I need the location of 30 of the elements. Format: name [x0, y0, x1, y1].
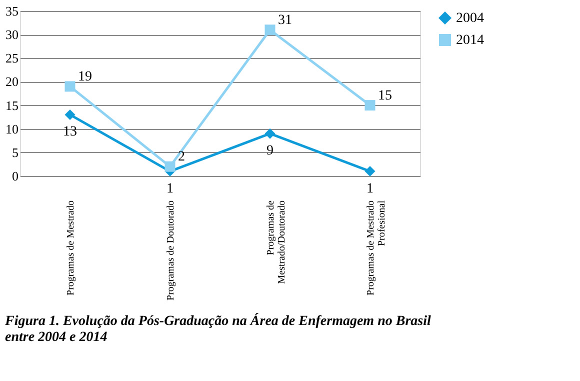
- data-label: 2: [178, 150, 185, 165]
- point: [364, 100, 376, 111]
- legend-label: 2014: [456, 33, 484, 48]
- data-label: 9: [266, 144, 274, 159]
- x-tick-label: Programas de Doutorado: [166, 200, 176, 300]
- y-tick-label: 30: [6, 27, 18, 42]
- y-tick-label: 10: [6, 121, 18, 136]
- legend-label: 2004: [456, 11, 484, 26]
- y-tick-label: 25: [6, 50, 18, 66]
- y-tick-label: 5: [12, 144, 18, 160]
- data-label: 1: [166, 181, 174, 196]
- data-label: 19: [78, 69, 92, 84]
- point: [264, 24, 276, 36]
- point: [264, 128, 276, 139]
- y-tick-label: 0: [12, 168, 18, 184]
- point: [164, 161, 176, 172]
- y-tick-label: 20: [6, 74, 18, 90]
- data-label: 31: [278, 12, 292, 28]
- y-tick-label: 15: [6, 98, 18, 113]
- x-tick-label: Programas de Mestrado/Doutorado: [266, 200, 288, 284]
- y-tick-label: 35: [6, 4, 18, 18]
- data-label: 15: [378, 88, 392, 104]
- x-tick-label: Programas de Mestrado Profesional: [366, 200, 388, 296]
- data-label: 1: [366, 181, 374, 196]
- point: [64, 109, 76, 120]
- text: Figura 1. Evolução da Pós-Graduação na Área de Enfermagem no Brasil entre 2004 e 2014: [4, 312, 431, 345]
- point: [364, 166, 376, 177]
- x-tick-label: Programas de Mestrado: [66, 200, 76, 296]
- point: [64, 81, 76, 92]
- data-label: 13: [63, 124, 77, 140]
